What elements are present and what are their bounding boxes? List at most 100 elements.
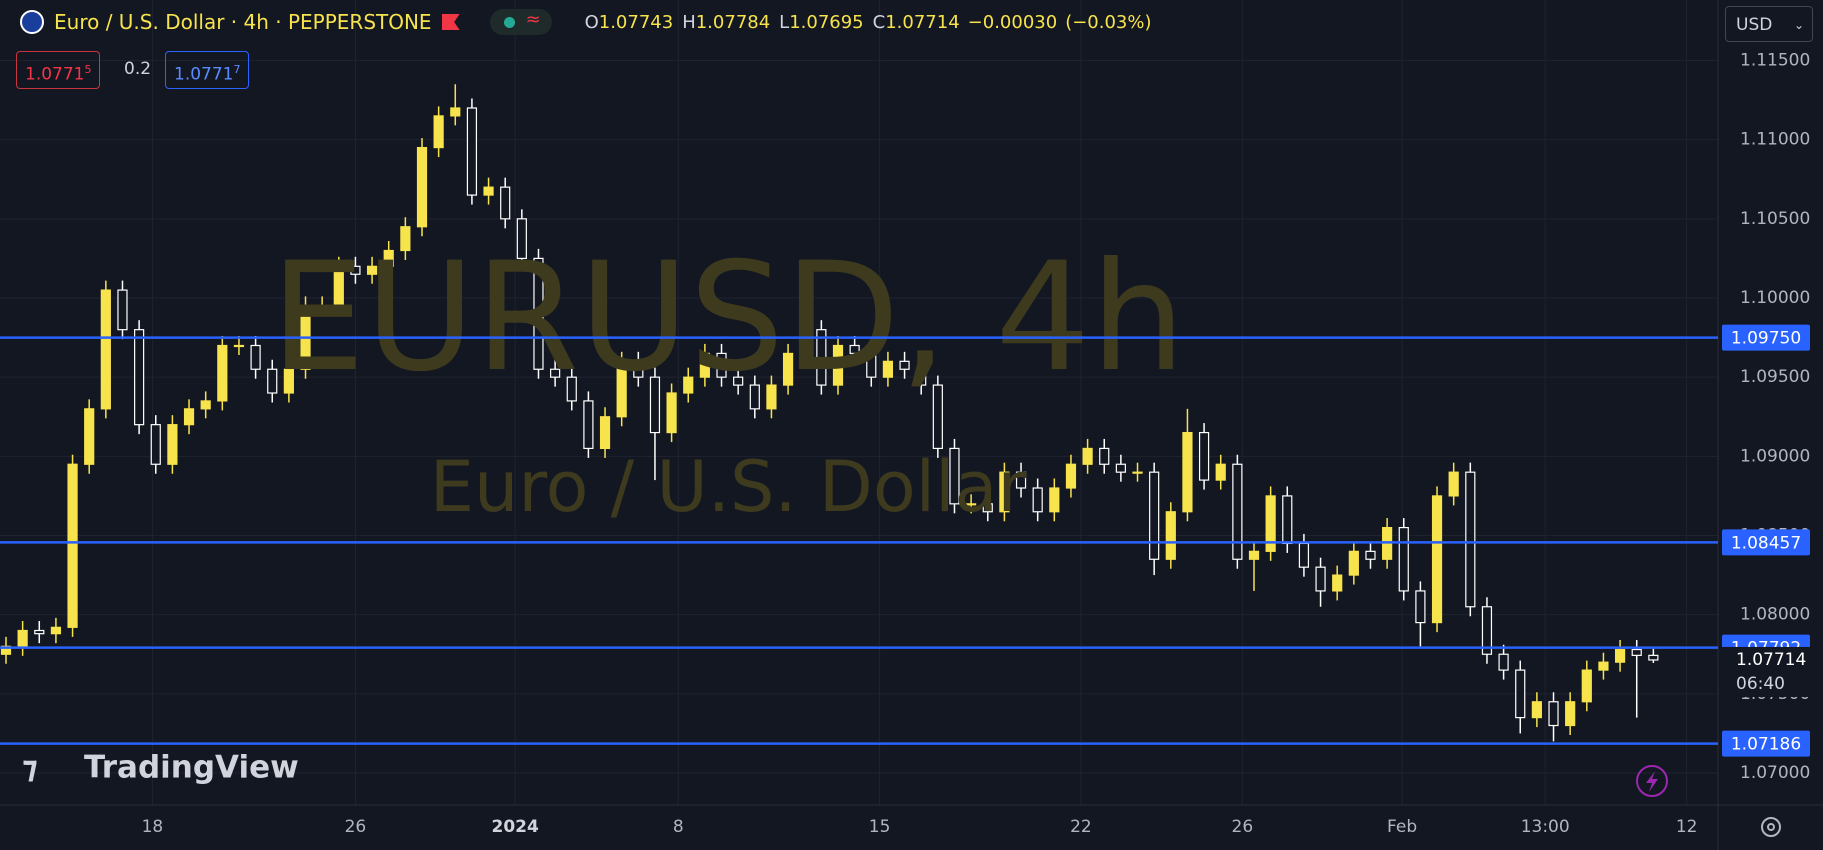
y-tick-label: 1.07000	[1740, 763, 1810, 783]
candle-body	[1298, 542, 1310, 568]
candle-body	[1431, 495, 1443, 624]
logo: TradingView	[84, 750, 299, 786]
y-tick-label: 1.09500	[1740, 367, 1810, 387]
candle-body	[1465, 471, 1476, 608]
candle-body	[1232, 463, 1243, 560]
ohlc-key: C	[872, 11, 886, 33]
candle-body	[1531, 701, 1542, 719]
x-tick-label: 26	[345, 817, 367, 837]
candle-body	[317, 305, 328, 308]
y-tick-label: 1.11500	[1740, 50, 1810, 70]
candle-body	[1548, 701, 1559, 727]
candle-body	[982, 503, 993, 513]
candle-body	[1165, 511, 1176, 560]
candle-body	[200, 400, 211, 410]
candle-body	[67, 463, 78, 628]
status-pill[interactable]: ≈	[489, 9, 552, 35]
y-tick-label: 1.08000	[1740, 605, 1810, 625]
flag[interactable]	[441, 14, 460, 30]
candle-body	[916, 368, 927, 386]
symbol-title[interactable]: Euro / U.S. Dollar · 4h · PEPPERSTONE	[54, 10, 432, 34]
candle-body	[1215, 463, 1226, 481]
currency-select[interactable]: USD ⌄	[1725, 6, 1813, 42]
candle-body	[1631, 648, 1642, 656]
level-label: 1.07186	[1731, 735, 1801, 755]
watermark-ticker: EURUSD, 4h	[270, 231, 1185, 405]
candle-body	[1049, 487, 1060, 513]
ohlc-key: L	[779, 11, 790, 33]
candle-body	[1032, 487, 1043, 513]
last-price: 1.07714	[1736, 650, 1806, 670]
candle-body	[283, 368, 294, 394]
level-label: 1.09750	[1731, 329, 1801, 349]
candle-body	[782, 352, 794, 386]
ask-pip: 7	[233, 63, 241, 76]
candle-body	[466, 107, 478, 196]
x-tick-label: 8	[673, 817, 684, 837]
ohlc-value: 1.07743	[598, 11, 674, 33]
ohlc-key: H	[682, 11, 696, 33]
candle-body	[616, 360, 627, 418]
settings-icon[interactable]	[1761, 817, 1781, 837]
y-tick-label: 1.10500	[1740, 209, 1810, 229]
candle-body	[1581, 669, 1592, 703]
y-tick-label: 1.11000	[1740, 130, 1810, 150]
candle-body	[733, 376, 744, 386]
candle-body	[134, 329, 145, 426]
ask-box[interactable]: 1.07717	[165, 51, 250, 89]
candle-body	[17, 629, 28, 647]
candle-body	[1315, 566, 1326, 592]
candle-body	[849, 344, 860, 355]
bid-box[interactable]: 1.07715	[16, 51, 101, 89]
candle-body	[217, 344, 228, 402]
candle-body	[882, 360, 894, 378]
header: Euro / U.S. Dollar · 4h · PEPPERSTONE ≈ …	[20, 6, 1152, 38]
ohlc-value: 1.07784	[695, 11, 771, 33]
x-tick-label: 18	[142, 817, 164, 837]
candle-body	[533, 257, 544, 370]
candle-body	[749, 384, 760, 410]
candle-body	[1598, 661, 1609, 671]
candle-body	[1099, 447, 1110, 465]
candle-body	[1282, 495, 1293, 545]
logo-mark: ⁊	[22, 750, 38, 786]
candle-body	[433, 115, 444, 149]
candle-body	[450, 107, 461, 117]
ohlc-change: −0.00030	[967, 11, 1058, 33]
candle-body	[583, 400, 594, 450]
alert-icon[interactable]	[1636, 765, 1668, 797]
settings-icon-core	[1767, 823, 1775, 831]
candle-body	[1132, 471, 1143, 474]
candle-body	[1415, 590, 1426, 624]
ohlc-value: 1.07695	[789, 11, 864, 33]
candle-body	[84, 408, 95, 465]
candle-body	[1448, 471, 1459, 497]
x-tick-label: 13:00	[1521, 817, 1570, 837]
level-label-bg	[1722, 730, 1810, 757]
bid: 1.0771	[25, 64, 85, 85]
candle-body	[50, 626, 62, 635]
candle-body	[716, 352, 727, 378]
countdown: 06:40	[1736, 674, 1785, 694]
candle-body	[550, 368, 561, 378]
ohlc-key: O	[584, 11, 599, 33]
candle-body	[899, 360, 910, 370]
candle-body	[267, 368, 278, 394]
candle-body	[1248, 550, 1260, 560]
ohlc-change: (−0.03%)	[1065, 11, 1152, 33]
level-label-bg	[1722, 324, 1810, 351]
candle-body	[1182, 431, 1193, 513]
candle-body	[1149, 471, 1160, 560]
candle-body	[1565, 701, 1576, 727]
bid-pip: 5	[84, 63, 92, 76]
candle-body	[1515, 669, 1526, 719]
candle-body	[832, 344, 844, 386]
candle-body	[799, 329, 810, 355]
alert-bolt	[1646, 771, 1658, 792]
candle-body	[1332, 574, 1343, 592]
x-tick-label: Feb	[1387, 817, 1417, 837]
candle-body	[599, 416, 611, 450]
candle-body	[516, 218, 527, 260]
candle-body	[1198, 431, 1210, 481]
plot	[0, 0, 1718, 805]
